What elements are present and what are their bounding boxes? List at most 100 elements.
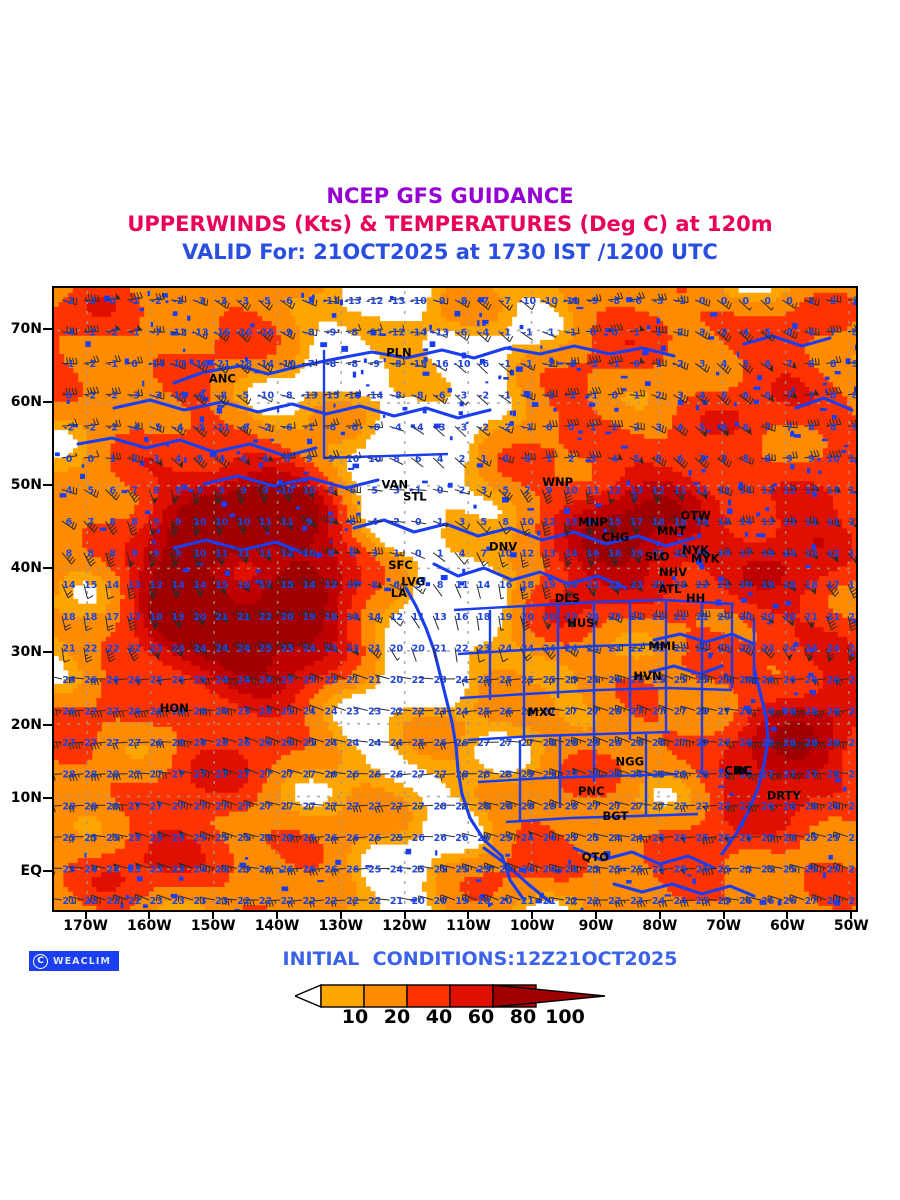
svg-text:28: 28 bbox=[827, 770, 841, 781]
svg-text:24: 24 bbox=[455, 675, 469, 686]
svg-text:-2: -2 bbox=[500, 422, 511, 433]
svg-text:12: 12 bbox=[783, 486, 796, 497]
svg-text:28: 28 bbox=[608, 738, 622, 749]
svg-text:9: 9 bbox=[262, 486, 269, 497]
svg-text:-6: -6 bbox=[457, 328, 468, 339]
svg-text:26: 26 bbox=[215, 738, 229, 749]
svg-text:2: 2 bbox=[459, 486, 466, 497]
svg-text:8: 8 bbox=[502, 517, 509, 528]
svg-text:-16: -16 bbox=[191, 359, 209, 370]
svg-text:26: 26 bbox=[739, 896, 753, 907]
colorbar-swatches bbox=[295, 984, 605, 1008]
svg-text:9: 9 bbox=[175, 549, 182, 560]
svg-text:-4: -4 bbox=[479, 328, 490, 339]
state-boundaries bbox=[322, 350, 756, 824]
svg-text:25: 25 bbox=[761, 833, 774, 844]
svg-text:2: 2 bbox=[131, 454, 138, 465]
svg-text:12: 12 bbox=[805, 486, 818, 497]
svg-text:0: 0 bbox=[66, 391, 73, 402]
svg-text:0: 0 bbox=[109, 296, 116, 307]
svg-text:27: 27 bbox=[477, 738, 490, 749]
colorbar-tick-label: 100 bbox=[545, 1006, 585, 1028]
svg-text:24: 24 bbox=[783, 643, 797, 654]
logo-label: WEACLIM bbox=[53, 955, 112, 967]
svg-text:28: 28 bbox=[652, 738, 666, 749]
svg-text:25: 25 bbox=[739, 833, 752, 844]
svg-text:25: 25 bbox=[303, 738, 316, 749]
longitude-tick-label: 50W bbox=[833, 918, 869, 934]
svg-text:27: 27 bbox=[281, 801, 294, 812]
svg-text:8: 8 bbox=[852, 391, 856, 402]
svg-text:-4: -4 bbox=[413, 422, 424, 433]
svg-text:26: 26 bbox=[150, 707, 164, 718]
svg-text:25: 25 bbox=[630, 675, 643, 686]
svg-text:8: 8 bbox=[830, 359, 837, 370]
svg-text:24: 24 bbox=[390, 738, 404, 749]
svg-text:-1: -1 bbox=[675, 296, 686, 307]
svg-text:-2: -2 bbox=[86, 422, 97, 433]
svg-text:-1: -1 bbox=[522, 391, 533, 402]
svg-text:22: 22 bbox=[565, 896, 578, 907]
svg-text:-14: -14 bbox=[410, 328, 428, 339]
svg-text:9: 9 bbox=[153, 549, 160, 560]
colorbar-segment bbox=[449, 984, 494, 1008]
svg-text:19: 19 bbox=[630, 549, 643, 560]
svg-text:0: 0 bbox=[502, 454, 509, 465]
svg-text:22: 22 bbox=[346, 896, 359, 907]
svg-text:23: 23 bbox=[346, 707, 359, 718]
svg-text:-16: -16 bbox=[432, 359, 450, 370]
svg-text:26: 26 bbox=[412, 833, 426, 844]
initial-conditions-label: INITIAL CONDITIONS:12Z21OCT2025 bbox=[282, 948, 678, 970]
svg-text:11: 11 bbox=[717, 486, 730, 497]
svg-text:3: 3 bbox=[371, 549, 378, 560]
svg-text:24: 24 bbox=[630, 833, 644, 844]
svg-text:27: 27 bbox=[761, 770, 774, 781]
longitude-tick-mark bbox=[595, 912, 598, 919]
copyright-icon: C bbox=[33, 953, 48, 969]
map-container[interactable]: -2 -2 0 -1 -2 -2 -3 -3 -3 -5 -6 -8 -11 -13 -12 -13 -10 -9… bbox=[52, 286, 858, 912]
svg-text:23: 23 bbox=[717, 643, 730, 654]
svg-text:14: 14 bbox=[62, 580, 76, 591]
svg-text:9: 9 bbox=[852, 359, 856, 370]
svg-text:-2: -2 bbox=[86, 296, 97, 307]
svg-text:-6: -6 bbox=[631, 296, 642, 307]
svg-text:28: 28 bbox=[586, 738, 600, 749]
svg-text:21: 21 bbox=[521, 896, 534, 907]
svg-text:0: 0 bbox=[611, 328, 618, 339]
svg-text:13: 13 bbox=[565, 517, 578, 528]
svg-text:8: 8 bbox=[808, 422, 815, 433]
svg-text:2: 2 bbox=[393, 517, 400, 528]
svg-text:24: 24 bbox=[586, 643, 600, 654]
svg-text:28: 28 bbox=[543, 801, 557, 812]
svg-text:22: 22 bbox=[674, 612, 687, 623]
svg-text:22: 22 bbox=[259, 612, 272, 623]
svg-text:22: 22 bbox=[128, 896, 141, 907]
svg-text:10: 10 bbox=[281, 486, 295, 497]
svg-text:-7: -7 bbox=[479, 296, 490, 307]
svg-text:25: 25 bbox=[565, 675, 578, 686]
svg-text:28: 28 bbox=[62, 801, 76, 812]
svg-text:27: 27 bbox=[434, 770, 447, 781]
svg-text:5: 5 bbox=[415, 580, 422, 591]
svg-text:-1: -1 bbox=[522, 359, 533, 370]
svg-text:-8: -8 bbox=[457, 296, 468, 307]
svg-text:-6: -6 bbox=[479, 359, 490, 370]
svg-text:5: 5 bbox=[699, 422, 706, 433]
svg-text:7: 7 bbox=[131, 486, 138, 497]
svg-text:28: 28 bbox=[739, 738, 753, 749]
svg-text:22: 22 bbox=[346, 643, 359, 654]
svg-text:26: 26 bbox=[62, 707, 76, 718]
svg-text:1: 1 bbox=[480, 454, 487, 465]
svg-text:26: 26 bbox=[281, 738, 295, 749]
svg-text:6: 6 bbox=[66, 517, 73, 528]
svg-text:-1: -1 bbox=[566, 328, 577, 339]
svg-text:26: 26 bbox=[827, 801, 841, 812]
svg-text:16: 16 bbox=[586, 549, 600, 560]
svg-text:4: 4 bbox=[371, 517, 378, 528]
svg-text:11: 11 bbox=[215, 549, 228, 560]
svg-text:5: 5 bbox=[371, 486, 378, 497]
svg-text:27: 27 bbox=[324, 801, 337, 812]
svg-text:6: 6 bbox=[109, 486, 116, 497]
svg-text:-2: -2 bbox=[86, 391, 97, 402]
svg-text:8: 8 bbox=[371, 580, 378, 591]
